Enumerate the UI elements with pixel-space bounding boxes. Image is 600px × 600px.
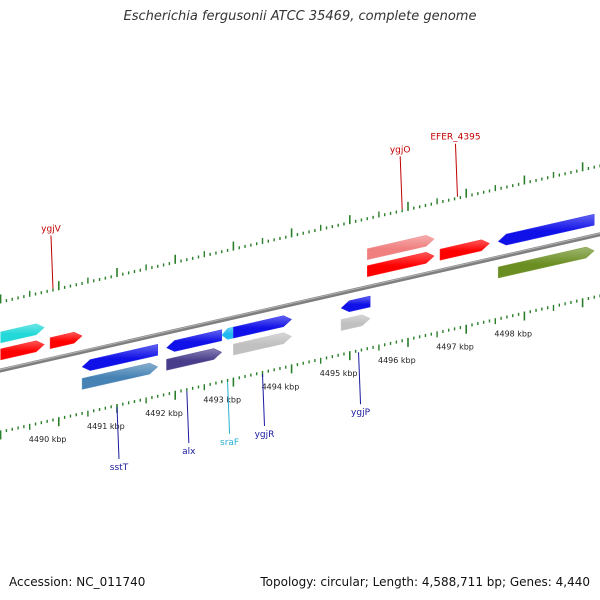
gene-label-ygjp: ygjP [351,352,371,418]
gene-label-text: EFER_4395 [430,133,480,143]
gene-feature-f10 [233,332,293,356]
gene-feature-f15 [439,239,490,261]
backbone-line [0,232,600,373]
gene-feature-f5 [81,362,159,390]
gene-label-sstt: sstT [110,406,129,473]
gene-label-text: ygjV [41,225,62,235]
scale-label: 4490 kbp [29,435,67,444]
gene-feature-f16 [497,213,595,246]
gene-feature-f9 [233,315,293,339]
gene-feature-f1 [0,323,45,344]
gene-label-efer-4395: EFER_4395 [430,133,481,197]
gene-label-alx: alx [182,391,196,457]
scale-label: 4492 kbp [145,409,183,418]
gene-features [0,213,595,390]
gene-feature-f13 [367,235,435,261]
scale-label: 4495 kbp [320,369,358,378]
gene-label-text: sstT [110,463,129,473]
gene-labels: ygjV ygjO EFER_4395 sstT alx sraF ygjR ygjP [41,133,480,473]
scale-label: 4498 kbp [494,330,532,339]
genome-summary-text: Topology: circular; Length: 4,588,711 bp… [260,575,590,589]
gene-label-text: ygjO [390,145,411,155]
scale-label: 4497 kbp [436,343,474,352]
page-title: Escherichia fergusonii ATCC 35469, compl… [123,9,477,24]
scale-label: 4493 kbp [203,396,241,405]
gene-feature-f12 [340,314,371,331]
scale-label: 4496 kbp [378,356,416,365]
gene-label-text: sraF [220,438,239,448]
gene-label-ygjo: ygjO [390,145,411,210]
gene-label-text: ygjP [351,408,371,418]
gene-feature-f14 [367,252,435,278]
gene-feature-f4 [81,343,158,371]
gene-feature-f6 [166,329,223,352]
gene-label-ygjr: ygjR [255,373,275,440]
gene-feature-f2 [0,340,45,361]
gene-label-ygjv: ygjV [41,225,62,289]
gene-feature-f7 [166,348,223,371]
gene-feature-f8 [221,326,234,340]
accession-text: Accession: NC_011740 [9,575,146,589]
scale-label: 4494 kbp [262,382,300,391]
scale-label: 4491 kbp [87,422,125,431]
backbone [0,232,600,373]
gene-label-text: ygjR [255,430,275,440]
gene-label-sraf: sraF [220,381,239,448]
gene-feature-f11 [340,295,371,313]
scale-labels: 4490 kbp 4491 kbp 4492 kbp 4493 kbp 4494 kbp… [29,330,532,445]
gene-label-text: alx [182,447,196,457]
gene-feature-f17 [497,246,595,279]
gene-feature-f3 [49,331,83,350]
